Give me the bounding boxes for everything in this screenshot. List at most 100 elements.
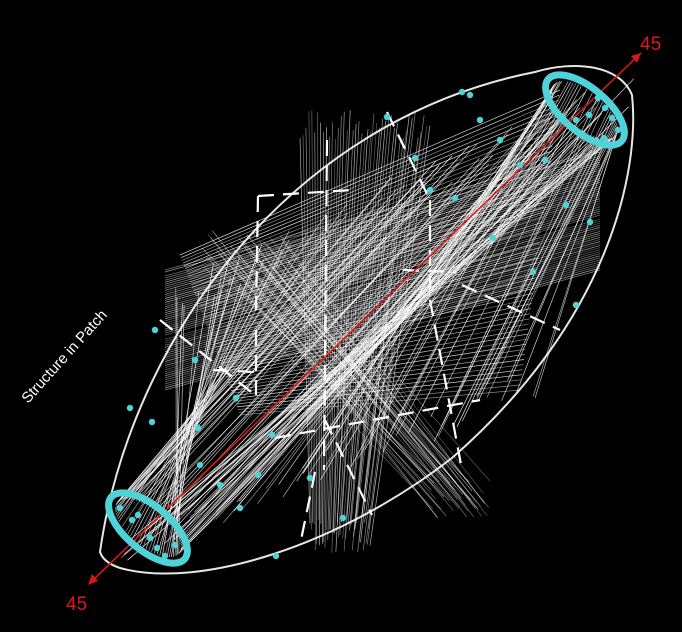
dot-icon xyxy=(496,136,504,144)
string-line xyxy=(324,81,559,453)
string-line xyxy=(314,132,318,544)
dashed-line xyxy=(386,111,431,201)
dot-icon xyxy=(516,161,524,169)
string-line xyxy=(160,126,513,516)
string-line xyxy=(164,257,601,379)
string-line xyxy=(332,110,351,533)
string-line xyxy=(354,123,398,530)
dot-icon xyxy=(236,504,244,512)
axis-label-top: 45 xyxy=(640,34,661,55)
string-line xyxy=(189,135,555,280)
dot-icon xyxy=(572,116,580,124)
string-line xyxy=(336,121,360,524)
string-line xyxy=(228,333,528,386)
dashed-line xyxy=(461,284,561,331)
string-line xyxy=(164,224,601,346)
string-line xyxy=(347,118,384,524)
dot-icon xyxy=(608,114,616,122)
string-line xyxy=(164,245,601,366)
string-line xyxy=(224,313,531,375)
string-line xyxy=(164,259,601,381)
string-line xyxy=(224,267,447,517)
dashed-line xyxy=(254,195,260,311)
string-line xyxy=(273,268,480,511)
string-line xyxy=(361,117,413,517)
string-line xyxy=(207,226,542,329)
string-line xyxy=(164,151,601,273)
string-line xyxy=(267,244,476,509)
string-line xyxy=(179,89,561,256)
string-line xyxy=(164,239,601,360)
string-line xyxy=(186,125,556,275)
string-line xyxy=(395,85,582,436)
string-line xyxy=(230,343,527,391)
string-line xyxy=(456,104,606,427)
double-arrow-icon xyxy=(631,53,641,63)
string-line xyxy=(365,132,422,544)
dot-icon xyxy=(161,552,169,560)
string-line xyxy=(182,104,559,264)
string-line xyxy=(213,257,538,345)
dot-icon xyxy=(594,94,602,102)
dot-icon xyxy=(466,91,474,99)
string-line xyxy=(349,120,387,531)
string-line xyxy=(320,132,324,524)
dot-icon xyxy=(153,544,161,552)
string-line xyxy=(232,262,453,502)
string-line xyxy=(164,255,601,377)
string-line xyxy=(183,109,558,267)
dot-icon xyxy=(146,534,154,542)
string-line xyxy=(176,112,568,535)
string-line xyxy=(234,364,524,402)
string-line xyxy=(327,127,339,541)
dot-icon xyxy=(476,116,484,124)
string-line xyxy=(453,111,612,425)
string-line xyxy=(341,129,369,523)
string-line xyxy=(486,125,618,386)
string-line xyxy=(164,198,601,320)
string-line xyxy=(334,130,354,534)
dot-icon xyxy=(306,474,314,482)
string-line xyxy=(346,127,381,517)
string-line xyxy=(516,129,619,393)
dot-icon xyxy=(601,104,609,112)
string-line xyxy=(257,103,557,505)
string-line xyxy=(233,113,564,512)
dot-icon xyxy=(116,88,622,560)
loop-ring-bottom xyxy=(105,489,191,567)
dot-icon xyxy=(151,326,159,334)
string-line xyxy=(218,282,535,359)
string-line xyxy=(366,115,425,545)
dot-icon xyxy=(541,156,549,164)
string-line xyxy=(238,238,457,483)
dashed-line xyxy=(402,268,457,274)
string-line xyxy=(350,118,389,526)
string-line xyxy=(353,128,395,537)
string-line xyxy=(239,389,521,416)
string-line xyxy=(237,379,522,410)
string-line xyxy=(271,266,478,509)
string-line xyxy=(456,108,610,427)
dashed-line xyxy=(298,471,317,546)
string-line xyxy=(164,263,601,385)
string-line xyxy=(164,220,601,342)
string-line xyxy=(116,203,348,518)
string-line xyxy=(185,120,557,272)
string-line xyxy=(281,239,485,504)
string-line xyxy=(343,113,375,552)
control-points xyxy=(105,71,628,567)
string-line xyxy=(208,232,542,332)
string-line xyxy=(305,127,314,523)
string-line xyxy=(164,172,601,293)
string-line xyxy=(226,323,529,381)
string-line xyxy=(238,384,521,413)
dot-icon xyxy=(272,552,280,560)
dot-icon xyxy=(128,516,136,524)
string-line xyxy=(360,114,410,543)
dot-icon xyxy=(411,154,419,162)
string-line xyxy=(201,247,432,491)
string-line xyxy=(339,137,366,535)
string-line xyxy=(164,243,601,364)
string-line xyxy=(476,123,618,397)
string-line xyxy=(194,160,551,294)
